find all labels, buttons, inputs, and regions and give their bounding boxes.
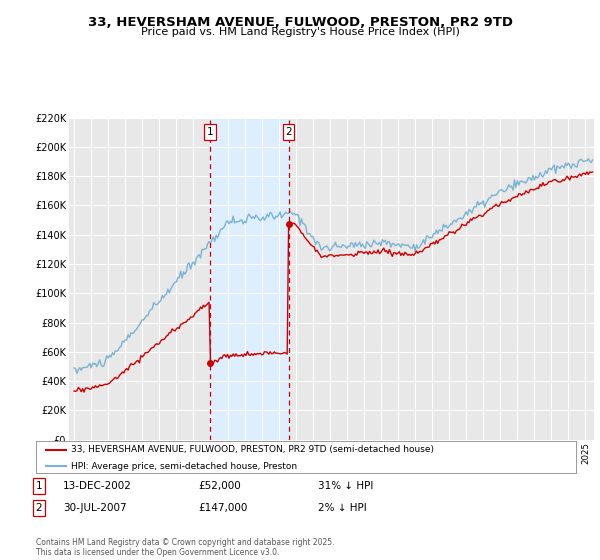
Text: Contains HM Land Registry data © Crown copyright and database right 2025.
This d: Contains HM Land Registry data © Crown c… [36, 538, 335, 557]
Text: 33, HEVERSHAM AVENUE, FULWOOD, PRESTON, PR2 9TD (semi-detached house): 33, HEVERSHAM AVENUE, FULWOOD, PRESTON, … [71, 445, 434, 454]
Text: £147,000: £147,000 [198, 503, 247, 513]
Text: 2: 2 [285, 127, 292, 137]
Text: Price paid vs. HM Land Registry's House Price Index (HPI): Price paid vs. HM Land Registry's House … [140, 27, 460, 37]
Text: 30-JUL-2007: 30-JUL-2007 [63, 503, 127, 513]
Text: 33, HEVERSHAM AVENUE, FULWOOD, PRESTON, PR2 9TD: 33, HEVERSHAM AVENUE, FULWOOD, PRESTON, … [88, 16, 512, 29]
Text: 2% ↓ HPI: 2% ↓ HPI [318, 503, 367, 513]
Bar [210, 118, 289, 440]
Text: 2: 2 [35, 503, 43, 513]
Text: 13-DEC-2002: 13-DEC-2002 [63, 481, 132, 491]
Text: 1: 1 [206, 127, 213, 137]
Text: HPI: Average price, semi-detached house, Preston: HPI: Average price, semi-detached house,… [71, 461, 297, 470]
Text: 1: 1 [35, 481, 43, 491]
Text: 31% ↓ HPI: 31% ↓ HPI [318, 481, 373, 491]
Text: £52,000: £52,000 [198, 481, 241, 491]
